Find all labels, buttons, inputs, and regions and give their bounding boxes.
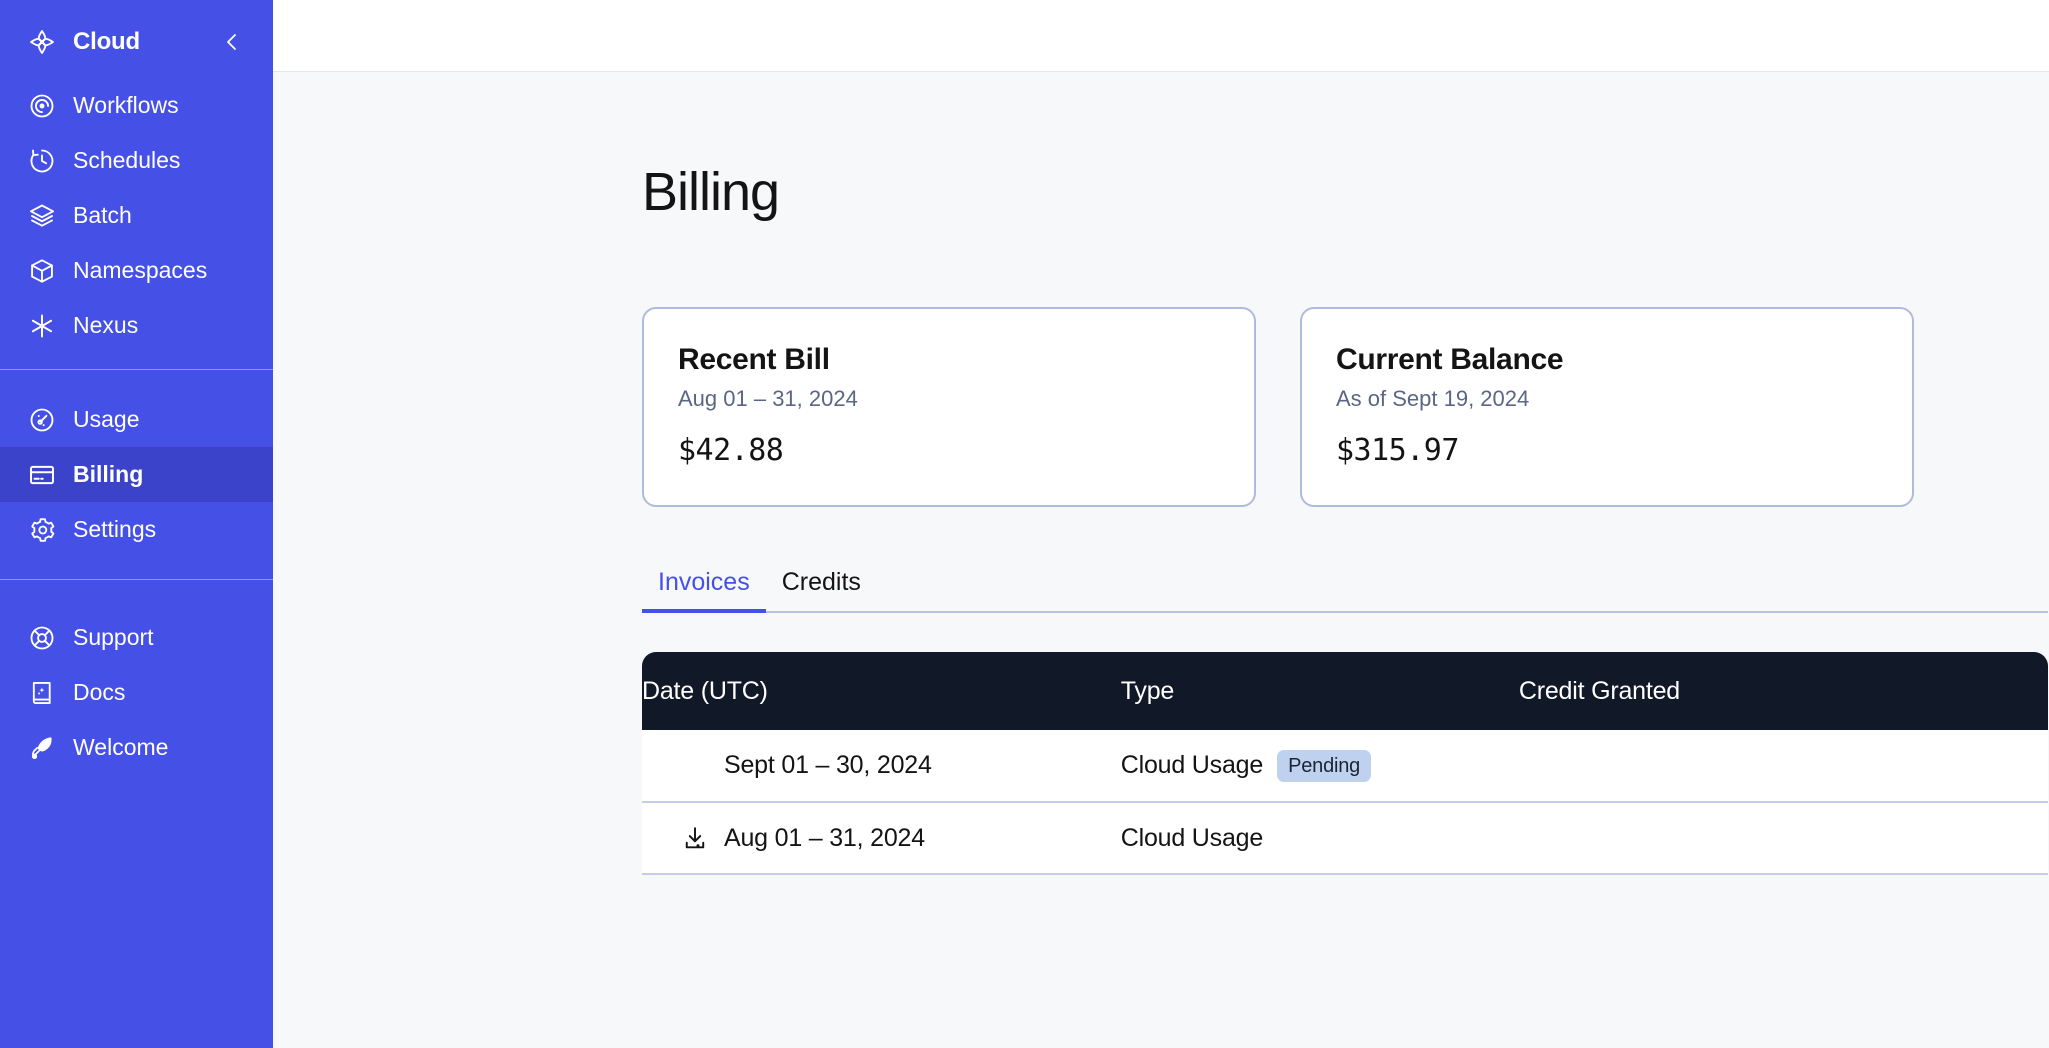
card-amount: $42.88 [678, 433, 784, 469]
sidebar-divider-1 [0, 369, 273, 370]
download-icon[interactable] [680, 823, 710, 853]
table-body: Sept 01 – 30, 2024 Cloud Usage Pending [642, 730, 2048, 875]
tab-credits[interactable]: Credits [781, 568, 861, 596]
table-row[interactable]: Aug 01 – 31, 2024 Cloud Usage [642, 802, 2048, 875]
schedules-icon [27, 146, 57, 176]
billing-icon [27, 460, 57, 490]
nexus-icon [27, 311, 57, 341]
workflows-icon [27, 91, 57, 121]
sidebar-item-welcome[interactable]: Welcome [0, 720, 273, 775]
invoices-table-wrap: Date (UTC) Type Credit Granted Sept 01 –… [642, 652, 2048, 875]
sidebar-item-label: Support [73, 624, 154, 650]
sidebar-item-label: Settings [73, 516, 157, 542]
sidebar-brand-label: Cloud [73, 28, 140, 55]
batch-icon [27, 201, 57, 231]
sidebar-item-label: Namespaces [73, 257, 208, 283]
cell-type: Cloud Usage [1120, 802, 1519, 875]
recent-bill-card: Recent Bill Aug 01 – 31, 2024 $42.88 [642, 307, 1256, 507]
tab-invoices[interactable]: Invoices [642, 570, 766, 613]
sidebar-item-docs[interactable]: Docs [0, 665, 273, 720]
docs-icon [27, 678, 57, 708]
card-subtitle: Aug 01 – 31, 2024 [678, 386, 858, 411]
usage-icon [27, 405, 57, 435]
sidebar: Cloud Workflows [0, 0, 273, 1048]
sidebar-item-label: Workflows [73, 92, 179, 118]
sidebar-item-workflows[interactable]: Workflows [0, 78, 273, 133]
cell-credit-granted [1518, 730, 2048, 803]
row-date-text: Sept 01 – 30, 2024 [724, 751, 932, 779]
sidebar-item-nexus[interactable]: Nexus [0, 298, 273, 353]
sidebar-item-namespaces[interactable]: Namespaces [0, 243, 273, 298]
sidebar-item-support[interactable]: Support [0, 610, 273, 665]
cell-date: Sept 01 – 30, 2024 [642, 730, 1121, 803]
column-header-date[interactable]: Date (UTC) [642, 652, 1121, 730]
sidebar-group-account: Usage Billing [0, 370, 273, 579]
table-header-row: Date (UTC) Type Credit Granted [642, 652, 2048, 730]
cell-type: Cloud Usage Pending [1120, 730, 1519, 803]
sidebar-brand[interactable]: Cloud [0, 6, 273, 78]
table-head: Date (UTC) Type Credit Granted [642, 652, 2048, 730]
page-content: Billing Recent Bill Aug 01 – 31, 2024 $4… [273, 72, 2049, 1048]
top-bar [273, 0, 2049, 72]
chevron-left-icon[interactable] [219, 29, 245, 55]
sidebar-item-label: Usage [73, 406, 140, 432]
sidebar-divider-2 [0, 579, 273, 580]
sidebar-item-label: Docs [73, 679, 126, 705]
table-row[interactable]: Sept 01 – 30, 2024 Cloud Usage Pending [642, 730, 2048, 803]
sidebar-item-settings[interactable]: Settings [0, 502, 273, 557]
sidebar-item-label: Batch [73, 202, 132, 228]
sparkle-icon [27, 27, 57, 57]
sidebar-item-schedules[interactable]: Schedules [0, 133, 273, 188]
support-icon [27, 623, 57, 653]
sidebar-item-label: Billing [73, 461, 144, 487]
download-icon-placeholder [680, 751, 710, 781]
welcome-icon [27, 733, 57, 763]
namespaces-icon [27, 256, 57, 286]
current-balance-card: Current Balance As of Sept 19, 2024 $315… [1300, 307, 1914, 507]
card-title: Recent Bill [678, 343, 830, 376]
sidebar-group-primary: Workflows Schedules [0, 78, 273, 369]
invoices-table: Date (UTC) Type Credit Granted Sept 01 –… [642, 652, 2048, 875]
sidebar-item-usage[interactable]: Usage [0, 392, 273, 447]
row-date-text: Aug 01 – 31, 2024 [724, 823, 925, 852]
status-badge: Pending [1277, 749, 1372, 782]
billing-tabs: Invoices Credits [642, 570, 2048, 613]
cell-date: Aug 01 – 31, 2024 [642, 802, 1121, 875]
row-type-text: Cloud Usage [1120, 823, 1264, 852]
card-title: Current Balance [1336, 343, 1564, 376]
sidebar-item-batch[interactable]: Batch [0, 188, 273, 243]
column-header-credit-granted[interactable]: Credit Granted [1518, 652, 2048, 730]
sidebar-item-billing[interactable]: Billing [0, 447, 273, 502]
card-subtitle: As of Sept 19, 2024 [1336, 386, 1530, 411]
sidebar-item-label: Schedules [73, 147, 181, 173]
cell-credit-granted [1518, 802, 2048, 875]
page-title: Billing [642, 162, 780, 222]
sidebar-group-help: Support Docs [0, 580, 273, 775]
column-header-type[interactable]: Type [1120, 652, 1519, 730]
main-area: Billing Recent Bill Aug 01 – 31, 2024 $4… [273, 0, 2049, 1048]
sidebar-item-label: Welcome [73, 734, 169, 760]
settings-icon [27, 515, 57, 545]
sidebar-item-label: Nexus [73, 312, 139, 338]
summary-cards: Recent Bill Aug 01 – 31, 2024 $42.88 Cur… [642, 307, 2049, 507]
card-amount: $315.97 [1336, 433, 1459, 469]
row-type-text: Cloud Usage [1120, 751, 1264, 779]
